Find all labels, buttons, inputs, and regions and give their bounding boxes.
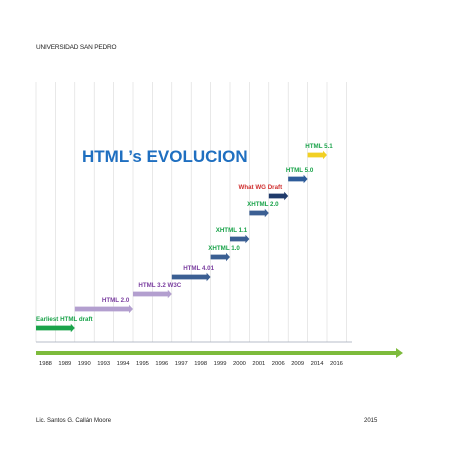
- version-arrow: [230, 234, 250, 244]
- version-label: HTML 5.1: [305, 143, 333, 150]
- year-label: 1999: [214, 361, 227, 367]
- year-labels: 1988 1989 1990 1993 1994 1995 1996 1997 1998 1999…: [39, 361, 343, 367]
- version-labels: Earliest HTML draft HTML 2.0 HTML 3.2 W3C H…: [36, 143, 333, 323]
- year-label: 1989: [58, 361, 71, 367]
- version-arrows: [36, 150, 327, 333]
- version-arrow: [133, 289, 172, 299]
- footer-year: 2015: [364, 418, 378, 424]
- version-label: What WG Draft: [239, 184, 283, 191]
- version-label: HTML 4.01: [183, 265, 214, 272]
- year-gridlines: [35, 82, 347, 342]
- version-arrow: [288, 174, 308, 184]
- version-label: HTML 5.0: [286, 167, 314, 174]
- year-label: 1990: [78, 361, 91, 367]
- year-label: 2000: [233, 361, 246, 367]
- version-label: HTML 2.0: [102, 297, 130, 304]
- year-label: 1998: [194, 361, 207, 367]
- version-label: Earliest HTML draft: [36, 316, 93, 323]
- year-label: 2006: [272, 361, 285, 367]
- header-university: UNIVERSIDAD SAN PEDRO: [36, 44, 117, 51]
- year-label: 2016: [330, 361, 343, 367]
- version-arrow: [249, 208, 269, 218]
- year-label: 1994: [117, 361, 131, 367]
- year-label: 1988: [39, 361, 52, 367]
- version-label: HTML 3.2 W3C: [138, 282, 181, 289]
- year-label: 1995: [136, 361, 149, 367]
- version-arrow: [171, 272, 211, 282]
- version-arrow: [210, 252, 230, 262]
- year-label: 2014: [311, 361, 325, 367]
- year-label: 2009: [291, 361, 304, 367]
- diagram-title: HTML’s EVOLUCION: [82, 147, 248, 166]
- year-label: 2001: [252, 361, 265, 367]
- year-label: 1996: [155, 361, 168, 367]
- year-label: 1997: [175, 361, 188, 367]
- footer-author: Lic. Santos G. Callán Moore: [36, 418, 112, 424]
- version-label: XHTML 2.0: [247, 201, 279, 208]
- year-label: 1993: [97, 361, 110, 367]
- version-label: XHTML 1.0: [208, 245, 240, 252]
- version-arrow: [268, 191, 289, 201]
- version-label: XHTML 1.1: [216, 227, 248, 234]
- version-arrow: [74, 304, 133, 314]
- version-arrow: [307, 150, 327, 160]
- timeline-arrow: [36, 348, 403, 358]
- version-arrow: [36, 323, 75, 333]
